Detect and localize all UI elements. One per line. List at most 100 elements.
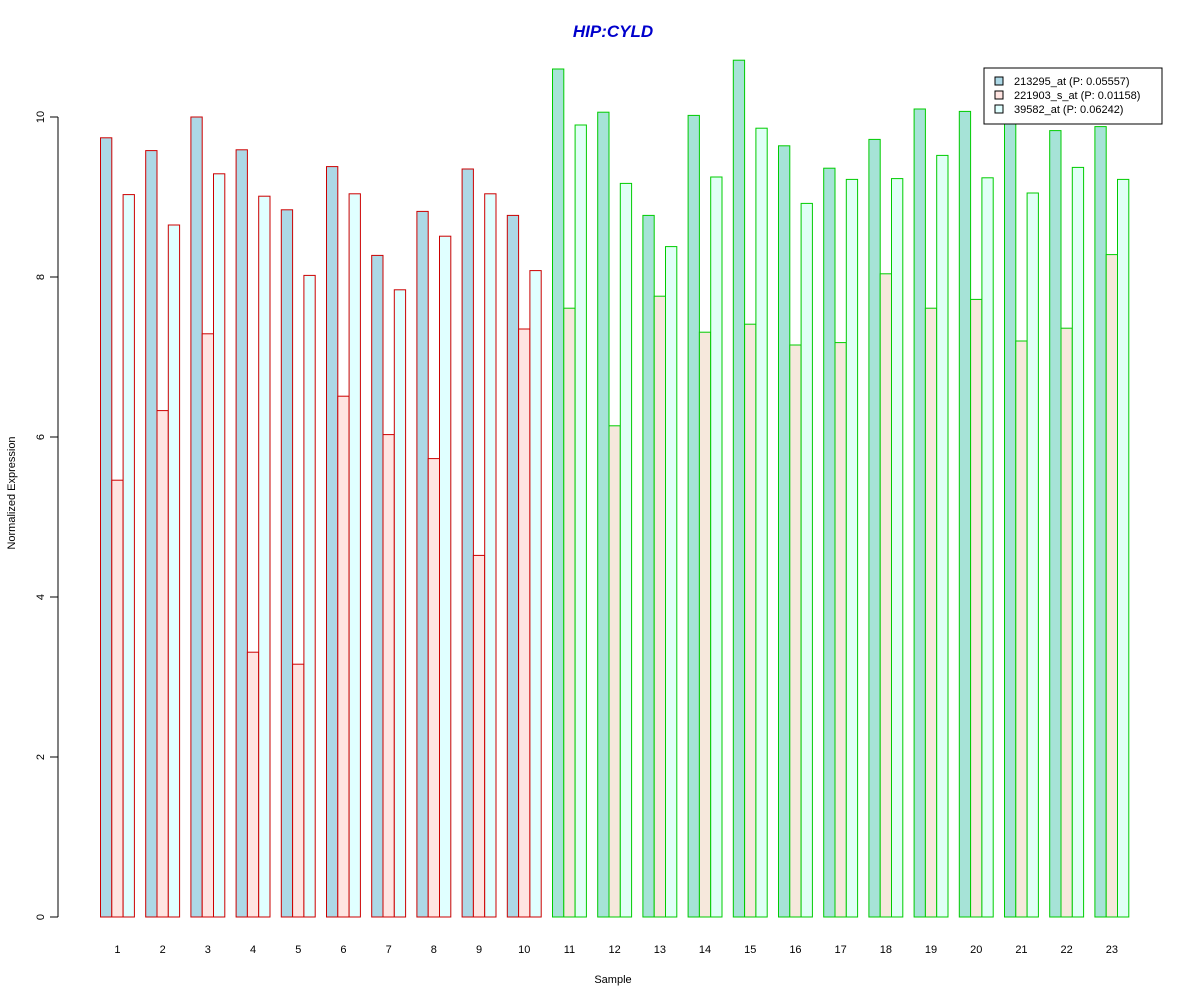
- bar-sample-23-series-3: [1117, 178, 1130, 918]
- y-tick-label: 2: [35, 754, 47, 760]
- x-tick-label: 19: [925, 944, 937, 956]
- legend: 213295_at (P: 0.05557) 221903_s_at (P: 0.…: [983, 67, 1163, 125]
- bars: [100, 59, 1130, 918]
- legend-swatch: [994, 104, 1004, 114]
- y-tick-label: 4: [35, 594, 47, 600]
- bar-sample-21-series-3: [1026, 192, 1039, 918]
- x-tick-label: 8: [431, 944, 437, 956]
- x-tick-label: 13: [654, 944, 666, 956]
- bar-sample-17-series-2: [834, 342, 847, 918]
- bar-sample-12-series-3: [619, 182, 633, 918]
- bar-sample-11-series-1: [552, 68, 565, 918]
- x-tick-label: 14: [699, 944, 711, 956]
- bar-sample-13-series-1: [642, 214, 655, 918]
- bar-sample-3-series-1: [190, 116, 203, 918]
- bar-sample-19-series-1: [913, 108, 926, 918]
- bar-sample-20-series-1: [958, 110, 972, 918]
- y-tick-label: 10: [35, 111, 47, 123]
- bar-sample-18-series-1: [868, 138, 881, 918]
- bar-sample-5-series-2: [292, 663, 305, 918]
- y-tick-label: 8: [35, 274, 47, 280]
- bar-sample-14-series-3: [710, 176, 723, 918]
- bar-sample-12-series-1: [597, 111, 610, 918]
- legend-label: 213295_at (P: 0.05557): [1014, 76, 1130, 88]
- bar-sample-9-series-1: [461, 168, 474, 918]
- bar-sample-13-series-2: [653, 295, 667, 918]
- bar-sample-10-series-2: [518, 328, 531, 918]
- bar-sample-17-series-1: [823, 167, 836, 918]
- bar-sample-19-series-3: [936, 154, 949, 918]
- bar-sample-2-series-3: [167, 224, 181, 918]
- bar-sample-9-series-3: [484, 193, 497, 918]
- x-tick-label: 23: [1106, 944, 1118, 956]
- bar-sample-5-series-1: [280, 209, 294, 918]
- bar-sample-14-series-1: [687, 114, 700, 918]
- x-tick-label: 15: [744, 944, 756, 956]
- bar-sample-7-series-1: [371, 254, 384, 918]
- bar-sample-3-series-2: [201, 333, 214, 918]
- bar-sample-11-series-2: [563, 307, 576, 918]
- x-tick-label: 1: [114, 944, 120, 956]
- bar-sample-11-series-3: [574, 124, 587, 918]
- bar-sample-12-series-2: [608, 425, 621, 918]
- bar-sample-6-series-2: [337, 395, 350, 918]
- x-tick-label: 20: [970, 944, 982, 956]
- bar-sample-1-series-2: [111, 479, 124, 918]
- x-tick-label: 7: [386, 944, 392, 956]
- bar-sample-15-series-3: [755, 127, 768, 918]
- bar-sample-23-series-2: [1105, 254, 1118, 918]
- bar-sample-8-series-1: [416, 210, 429, 918]
- bar-sample-4-series-2: [246, 651, 260, 918]
- bar-sample-18-series-3: [891, 178, 904, 918]
- bar-sample-17-series-3: [845, 178, 859, 918]
- bar-sample-18-series-2: [879, 273, 893, 918]
- x-tick-label: 11: [564, 944, 575, 956]
- bar-sample-4-series-3: [258, 195, 271, 918]
- y-axis-label: Normalized Expression: [6, 436, 18, 549]
- bar-sample-1-series-1: [100, 137, 113, 918]
- bar-sample-10-series-1: [506, 214, 520, 918]
- x-tick-label: 21: [1015, 944, 1027, 956]
- bar-sample-2-series-2: [156, 410, 169, 918]
- bar-sample-22-series-2: [1060, 327, 1073, 918]
- bar-sample-8-series-2: [427, 458, 441, 918]
- y-tick-label: 0: [35, 914, 47, 920]
- x-tick-label: 6: [340, 944, 346, 956]
- x-axis-label: Sample: [594, 974, 631, 986]
- legend-swatch: [994, 90, 1004, 100]
- bar-sample-23-series-1: [1094, 126, 1107, 918]
- bar-sample-20-series-3: [981, 177, 994, 918]
- bar-sample-13-series-3: [665, 246, 678, 918]
- bar-sample-22-series-1: [1049, 130, 1062, 918]
- bar-sample-22-series-3: [1071, 166, 1085, 918]
- y-axis: 0 2 4 6 8 10: [35, 111, 59, 920]
- x-axis: 1 2 3 4 5 6 7 8 9 10 11 12 13 14 15 16 17 18 19 20 21 22 23: [114, 944, 1118, 956]
- bar-sample-15-series-1: [732, 59, 746, 918]
- x-tick-label: 5: [295, 944, 301, 956]
- bar-sample-10-series-3: [529, 270, 542, 918]
- bar-sample-14-series-2: [698, 331, 712, 918]
- x-tick-label: 18: [880, 944, 892, 956]
- bar-sample-3-series-3: [213, 173, 226, 918]
- x-tick-label: 17: [835, 944, 847, 956]
- bar-sample-21-series-1: [1004, 118, 1017, 918]
- bar-sample-9-series-2: [472, 554, 486, 918]
- bar-sample-20-series-2: [970, 298, 983, 918]
- bar-sample-5-series-3: [303, 274, 316, 918]
- bar-sample-21-series-2: [1015, 340, 1028, 918]
- bar-sample-16-series-3: [800, 202, 813, 918]
- bar-sample-16-series-2: [789, 344, 802, 918]
- x-tick-label: 12: [609, 944, 621, 956]
- y-tick-label: 6: [35, 434, 47, 440]
- x-tick-label: 4: [250, 944, 256, 956]
- bar-sample-2-series-1: [145, 150, 158, 918]
- bar-sample-16-series-1: [778, 145, 791, 918]
- legend-label: 39582_at (P: 0.06242): [1014, 104, 1123, 116]
- chart-title: HIP:CYLD: [573, 22, 653, 41]
- x-tick-label: 9: [476, 944, 482, 956]
- bar-sample-6-series-3: [348, 193, 361, 918]
- bar-sample-1-series-3: [122, 194, 135, 918]
- bar-sample-7-series-2: [382, 434, 395, 918]
- bar-sample-4-series-1: [235, 149, 248, 918]
